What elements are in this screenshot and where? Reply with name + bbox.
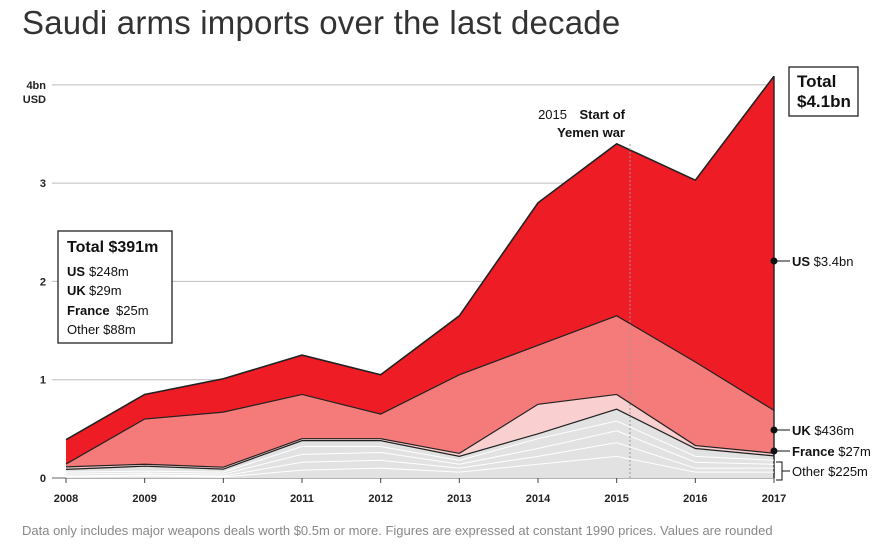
- x-tick-label: 2009: [132, 493, 156, 505]
- breakdown-label-1: UK $436m: [792, 423, 854, 438]
- series-boundary-line: [65, 393, 775, 468]
- other-detail-line: [65, 420, 775, 473]
- series-boundary-line: [65, 408, 775, 470]
- total-2017-label: Total: [797, 72, 836, 91]
- breakdown-2017: US $3.4bn UK $436m France $27m Other $225m: [770, 254, 871, 481]
- x-tick-label: 2011: [290, 493, 314, 505]
- series-boundary-line: [65, 75, 775, 441]
- uk-2008-value: $29m: [89, 283, 122, 298]
- area-other: [66, 409, 774, 478]
- france-2008-value: $25m: [116, 303, 149, 318]
- x-tick-label: 2010: [211, 493, 235, 505]
- area-france: [66, 394, 774, 470]
- x-tick-label: 2015: [604, 493, 628, 505]
- yemen-war-year: 2015: [538, 107, 567, 122]
- total-2017-box: [788, 66, 859, 117]
- x-tick-label: 2016: [683, 493, 707, 505]
- area-us: [66, 76, 774, 465]
- total-2017-value: $4.1bn: [797, 92, 851, 111]
- footnote: Data only includes major weapons deals w…: [22, 523, 773, 538]
- y-axis: 0 1 2 3 4bn USD: [23, 80, 47, 485]
- other-detail-line: [65, 455, 774, 478]
- other-2008-label: Other $88m: [67, 322, 136, 337]
- y-tick-label: 1: [40, 375, 46, 387]
- us-2008-value: $248m: [89, 264, 129, 279]
- other-detail-lines: [65, 420, 775, 478]
- total-2008-box: [57, 230, 173, 344]
- y-tick-label: 2: [40, 276, 46, 288]
- series-boundary-line: [65, 315, 775, 465]
- stacked-area-chart: 2008 2009 2010 2011 2012 2013 2014 2015 2016 2017…: [23, 66, 871, 505]
- y-unit-label: USD: [23, 94, 46, 106]
- y-tick-label: 4bn: [26, 80, 46, 92]
- yemen-war-label-1: Start of: [580, 107, 626, 122]
- series-areas: [65, 75, 775, 478]
- us-2008-name: US: [67, 264, 85, 279]
- breakdown-label-2: France $27m: [792, 444, 871, 459]
- other-2017-label: Other $225m: [792, 464, 868, 479]
- y-tick-label: 3: [40, 178, 46, 190]
- yemen-war-label-2: Yemen war: [557, 125, 625, 140]
- chart-title: Saudi arms imports over the last decade: [22, 4, 621, 41]
- y-tick-label: 0: [40, 473, 46, 485]
- x-tick-label: 2012: [368, 493, 392, 505]
- breakdown-label-0: US $3.4bn: [792, 254, 853, 269]
- other-detail-line: [65, 430, 775, 475]
- x-tick-label: 2014: [526, 493, 551, 505]
- france-2008-name: France: [67, 303, 110, 318]
- x-tick-label: 2008: [54, 493, 78, 505]
- x-tick-label: 2013: [447, 493, 471, 505]
- other-bracket: [776, 461, 790, 481]
- x-axis: 2008 2009 2010 2011 2012 2013 2014 2015 2016 2017: [54, 478, 786, 505]
- other-detail-line: [65, 442, 774, 477]
- total-2008-label: Total $391m: [67, 239, 158, 256]
- area-uk: [66, 315, 774, 468]
- x-tick-label: 2017: [762, 493, 786, 505]
- uk-2008-name: UK: [67, 283, 86, 298]
